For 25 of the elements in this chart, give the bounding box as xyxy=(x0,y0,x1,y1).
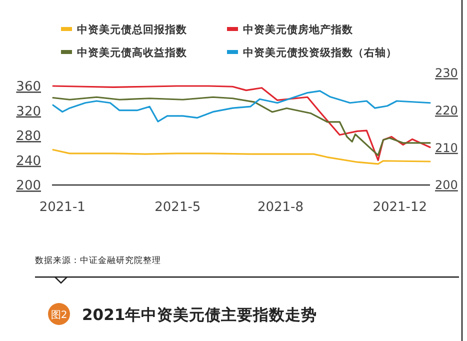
y-tick-label: 240 xyxy=(16,154,41,169)
line-series xyxy=(52,85,431,162)
y2-tick-label: 200 xyxy=(435,178,458,192)
legend-label: 中资美元债总回报指数 xyxy=(77,23,188,36)
legend-label: 中资美元债投资级指数（右轴） xyxy=(243,46,397,59)
line-series xyxy=(52,96,431,156)
text: 2021年中资美元债主要指数走势 xyxy=(82,305,318,324)
y-tick-label: 280 xyxy=(16,129,41,144)
caption: 图2 xyxy=(50,310,68,321)
x-tick-label: 2021-5 xyxy=(154,200,201,215)
source-note: 数据来源：中证金融研究院整理 xyxy=(35,255,161,266)
legend-label: 中资美元债高收益指数 xyxy=(77,46,188,59)
legend-label: 中资美元债房地产指数 xyxy=(243,23,354,36)
line-series xyxy=(52,90,431,122)
line-series xyxy=(52,148,431,165)
y2-tick-label: 220 xyxy=(435,104,458,118)
y-tick-label: 360 xyxy=(16,80,41,95)
y2-tick-label: 230 xyxy=(435,66,458,80)
y2-tick-label: 210 xyxy=(435,140,458,155)
x-tick-label: 2021-8 xyxy=(257,200,304,215)
y-tick-label: 200 xyxy=(16,178,41,194)
x-tick-label: 2021-1 xyxy=(39,200,86,215)
y-tick-label: 320 xyxy=(16,104,41,120)
x-tick-label: 2021-12 xyxy=(372,200,428,215)
figure-badge: 图2 xyxy=(48,303,70,325)
